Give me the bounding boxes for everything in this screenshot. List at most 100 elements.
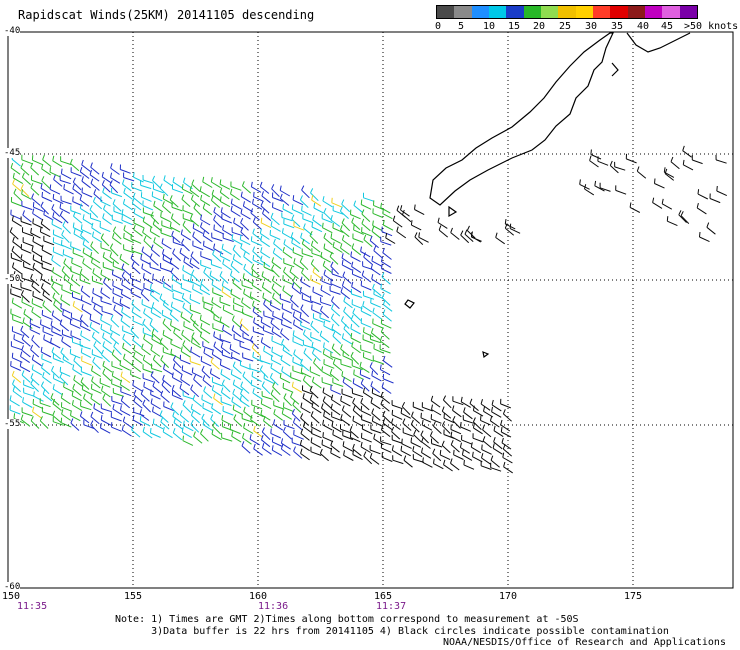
wind-barb: [283, 218, 295, 229]
wind-barb: [369, 235, 379, 249]
wind-barb: [43, 235, 55, 246]
wind-barb: [149, 226, 160, 238]
wind-barb: [20, 282, 32, 292]
wind-barb: [230, 188, 240, 201]
wind-barb: [636, 166, 647, 179]
wind-barb: [360, 398, 370, 411]
wind-barb: [191, 269, 200, 283]
wind-barb: [190, 384, 200, 398]
wind-barb: [351, 217, 361, 230]
wind-barb: [101, 171, 112, 184]
wind-barb: [381, 293, 391, 306]
wind-barb: [10, 308, 22, 319]
wind-barb: [12, 236, 22, 249]
wind-barb: [242, 332, 254, 343]
wind-barb: [609, 160, 619, 174]
wind-barb: [272, 382, 281, 396]
wind-barb: [279, 293, 291, 304]
wind-barb: [80, 347, 92, 359]
wind-barb: [261, 271, 272, 283]
wind-barb: [341, 371, 352, 382]
wind-barb: [360, 378, 370, 392]
wind-barb: [411, 411, 421, 424]
wind-barb: [61, 402, 72, 412]
wind-barb: [363, 327, 374, 338]
wind-barb: [310, 421, 322, 433]
wind-barb: [343, 306, 352, 320]
wind-barb: [292, 356, 304, 367]
wind-barb: [391, 400, 403, 410]
wind-barb: [192, 231, 202, 244]
wind-barb: [329, 368, 340, 381]
wind-barb: [181, 365, 193, 376]
wind-barb: [189, 258, 200, 270]
wind-barb: [130, 273, 141, 283]
wind-barb: [272, 202, 283, 213]
wind-barb: [120, 395, 131, 409]
wind-barb: [211, 232, 223, 242]
wind-barb: [441, 421, 451, 434]
wind-barb: [301, 268, 310, 281]
wind-barb: [220, 207, 231, 219]
legend-swatch: [523, 6, 541, 18]
wind-barb: [20, 325, 30, 339]
wind-barb: [303, 348, 313, 361]
wind-barb: [179, 383, 190, 396]
wind-barb: [152, 219, 163, 232]
wind-barb: [452, 396, 464, 406]
wind-barb: [182, 274, 194, 284]
wind-barb: [500, 398, 511, 409]
wind-barb: [340, 424, 352, 434]
wind-barb: [182, 302, 192, 315]
wind-barb: [281, 212, 293, 222]
wind-barb: [30, 183, 40, 196]
wind-barb: [10, 162, 21, 175]
wind-barb: [172, 428, 183, 441]
wind-barb: [41, 191, 53, 202]
wind-barb: [625, 153, 637, 164]
wind-barb: [80, 295, 92, 306]
wind-barb: [80, 377, 90, 390]
wind-barb: [230, 198, 242, 210]
wind-barb: [202, 176, 213, 188]
wind-barb: [372, 318, 383, 329]
wind-barb: [360, 405, 372, 417]
wind-barb: [71, 390, 83, 402]
wind-barb: [51, 282, 60, 296]
legend-label: 0: [435, 21, 442, 32]
wind-barb: [179, 410, 190, 423]
wind-barb: [382, 309, 392, 322]
wind-barb: [230, 369, 242, 380]
wind-barb: [189, 185, 200, 198]
wind-barb: [100, 269, 111, 281]
wind-barb: [382, 373, 394, 384]
wind-barb: [310, 437, 322, 449]
wind-barb: [480, 460, 492, 470]
wind-barb: [243, 288, 254, 300]
wind-barb: [614, 161, 626, 171]
wind-barb: [91, 222, 102, 235]
wind-barb: [70, 167, 82, 177]
wind-barb: [490, 455, 500, 468]
wind-barb: [421, 419, 433, 431]
wind-barb: [231, 234, 242, 245]
wind-barb: [263, 415, 273, 428]
wind-barb: [102, 262, 114, 272]
wind-barb: [52, 155, 63, 168]
wind-barb: [193, 203, 202, 217]
wind-barb: [123, 244, 135, 254]
wind-barb: [281, 228, 293, 239]
wind-barb: [252, 388, 263, 400]
wind-barb: [189, 294, 201, 305]
wind-barb: [143, 235, 153, 249]
wind-barb: [300, 428, 310, 441]
wind-barb: [452, 415, 461, 429]
wind-barb: [21, 201, 33, 211]
legend-label: 40: [637, 21, 650, 32]
wind-barb: [213, 393, 223, 406]
wind-barb: [100, 422, 111, 434]
wind-barb: [180, 282, 192, 293]
wind-barb: [302, 385, 313, 395]
wind-barb: [149, 289, 160, 302]
wind-barb: [220, 342, 231, 355]
